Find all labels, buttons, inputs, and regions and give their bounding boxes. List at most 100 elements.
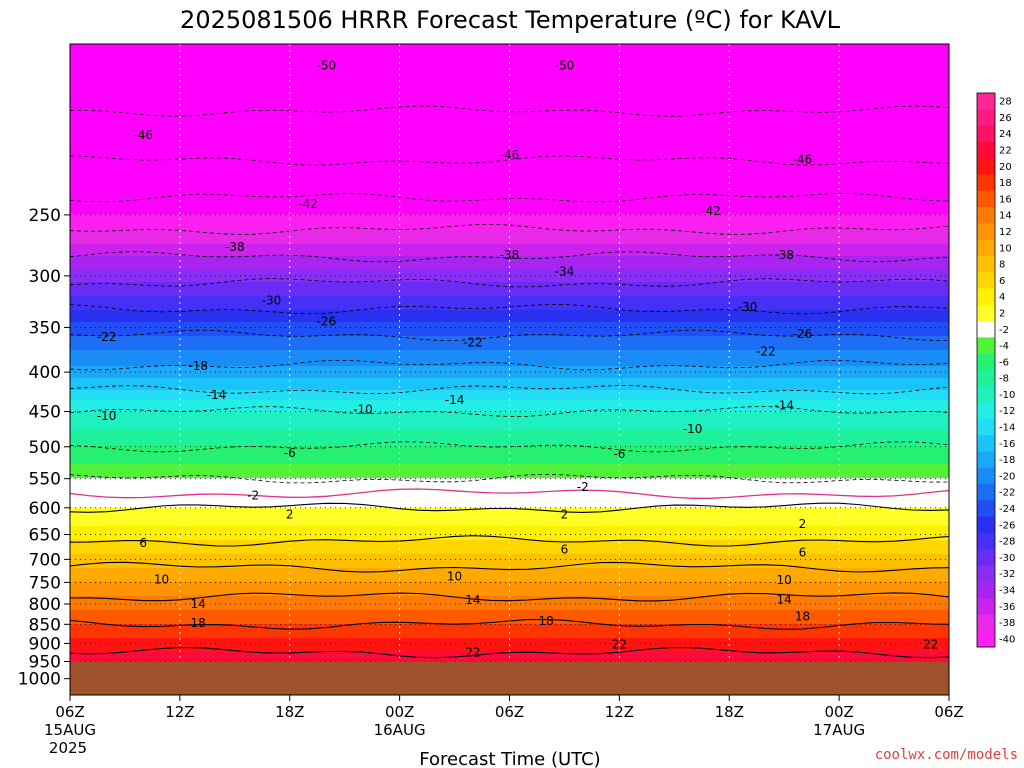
contour-label: 6 <box>799 546 807 560</box>
temperature-band <box>70 64 949 67</box>
contour-label: 10 <box>154 573 169 587</box>
contour-line <box>70 561 949 573</box>
temperature-band <box>70 310 949 313</box>
temperature-band <box>70 360 949 363</box>
colorbar-label: 20 <box>999 162 1012 173</box>
contour-label: -38 <box>774 248 794 262</box>
colorbar-frame <box>976 92 996 648</box>
contour-label: -34 <box>555 264 575 278</box>
temperature-band <box>70 558 949 561</box>
temperature-band <box>70 136 949 139</box>
temperature-band <box>70 654 949 657</box>
temperature-band <box>70 438 949 441</box>
x-tick-date: 17AUG <box>813 721 865 739</box>
temperature-band <box>70 292 949 295</box>
temperature-band <box>70 232 949 235</box>
x-tick-label: 12Z <box>605 703 634 721</box>
temperature-band <box>70 426 949 429</box>
colorbar-label: 14 <box>999 211 1012 222</box>
temperature-band <box>70 538 949 541</box>
temperature-band <box>70 130 949 133</box>
temperature-band <box>70 100 949 103</box>
contour-label: 18 <box>191 616 206 630</box>
temperature-band <box>70 46 949 49</box>
temperature-band <box>70 258 949 261</box>
temperature-band <box>70 486 949 489</box>
temperature-band <box>70 468 949 471</box>
colorbar-swatch <box>977 500 995 518</box>
colorbar-label: 26 <box>999 113 1012 124</box>
temperature-band <box>70 424 949 427</box>
contour-label: -14 <box>774 399 794 413</box>
temperature-band <box>70 160 949 163</box>
temperature-band <box>70 172 949 175</box>
temperature-band <box>70 126 949 129</box>
temperature-band <box>70 478 949 481</box>
colorbar-label: -22 <box>999 488 1015 499</box>
colorbar-label: -12 <box>999 406 1015 417</box>
contour-label: -18 <box>188 359 208 373</box>
temperature-band <box>70 274 949 277</box>
temperature-band <box>70 102 949 105</box>
colorbar-swatch <box>977 272 995 290</box>
temperature-band <box>70 514 949 517</box>
temperature-band <box>70 364 949 367</box>
colorbar-label: 6 <box>999 276 1005 287</box>
x-tick-label: 00Z <box>385 703 414 721</box>
temperature-band <box>70 138 949 141</box>
temperature-band <box>70 60 949 63</box>
temperature-band <box>70 348 949 351</box>
temperature-band <box>70 88 949 91</box>
colorbar-swatch <box>977 370 995 387</box>
contour-label: -42 <box>298 197 318 211</box>
temperature-band <box>70 298 949 301</box>
contour-label: -38 <box>500 248 520 262</box>
temperature-band <box>70 624 949 627</box>
temperature-band <box>70 246 949 249</box>
temperature-band <box>70 652 949 655</box>
temperature-band <box>70 106 949 109</box>
contour-label: -14 <box>207 388 227 402</box>
x-tick-date: 15AUG <box>44 721 96 739</box>
temperature-band <box>70 268 949 271</box>
x-tick-label: 06Z <box>934 703 963 721</box>
temperature-band <box>70 144 949 147</box>
colorbar-label: -2 <box>999 325 1009 336</box>
temperature-band <box>70 120 949 123</box>
colorbar-swatch <box>977 288 995 306</box>
temperature-band <box>70 262 949 265</box>
temperature-band <box>70 240 949 243</box>
temperature-band <box>70 628 949 631</box>
temperature-band <box>70 444 949 447</box>
temperature-band <box>70 324 949 327</box>
temperature-band <box>70 220 949 223</box>
temperature-band <box>70 276 949 279</box>
y-axis: 2503003504004505005506006507007508008509… <box>18 206 70 690</box>
temperature-band <box>70 342 949 345</box>
temperature-band <box>70 612 949 615</box>
temperature-band <box>70 334 949 337</box>
colorbar-swatch <box>977 451 995 469</box>
colorbar-swatch <box>977 435 995 452</box>
colorbar-label: 24 <box>999 129 1012 140</box>
temperature-band <box>70 162 949 165</box>
temperature-band <box>70 516 949 519</box>
temperature-band <box>70 358 949 361</box>
contour-label: -46 <box>793 153 813 167</box>
temperature-band <box>70 648 949 651</box>
y-tick-label: 550 <box>29 470 61 490</box>
colorbar-label: 2 <box>999 308 1005 319</box>
contour-label: -30 <box>738 300 758 314</box>
colorbar-swatch <box>977 141 995 159</box>
contour-label: 18 <box>795 610 810 624</box>
temperature-band <box>70 186 949 189</box>
colorbar-label: -28 <box>999 537 1015 548</box>
y-tick-label: 850 <box>29 615 61 635</box>
temperature-band <box>70 154 949 157</box>
temperature-band <box>70 576 949 579</box>
colorbar-label: 18 <box>999 178 1012 189</box>
temperature-band <box>70 282 949 285</box>
temperature-band <box>70 600 949 603</box>
